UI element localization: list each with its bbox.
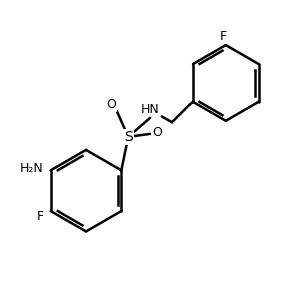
Text: F: F (37, 211, 44, 223)
Text: S: S (124, 130, 132, 144)
Text: H₂N: H₂N (20, 162, 44, 175)
Text: O: O (152, 126, 162, 139)
Text: HN: HN (141, 103, 159, 116)
Text: F: F (219, 30, 226, 43)
Text: O: O (106, 98, 116, 111)
